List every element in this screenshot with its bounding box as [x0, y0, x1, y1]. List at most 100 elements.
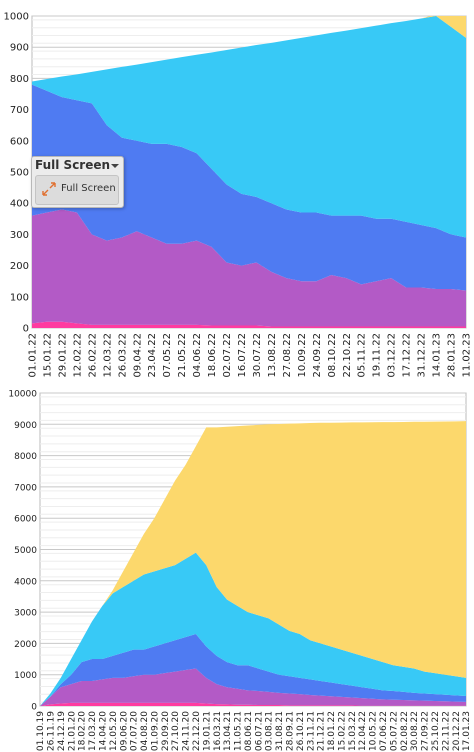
x-tick-label: 22.11.22: [441, 711, 451, 751]
x-tick-label: 14.01.23: [432, 333, 443, 378]
x-tick-label: 05.07.22: [389, 711, 399, 751]
x-tick-label: 02.08.22: [400, 711, 410, 751]
y-tick-label: 6000: [14, 515, 37, 525]
x-tick-label: 24.12.19: [57, 711, 67, 751]
x-tick-label: 27.08.22: [282, 333, 293, 378]
x-tick-label: 05.11.22: [357, 333, 368, 378]
x-tick-label: 19.01.21: [202, 711, 212, 751]
x-tick-label: 12.04.22: [358, 711, 368, 751]
y-tick-label: 7000: [14, 483, 37, 493]
x-tick-label: 07.05.22: [162, 333, 173, 378]
x-tick-label: 08.10.22: [327, 333, 338, 378]
x-tick-label: 23.11.21: [306, 711, 316, 751]
x-tick-label: 15.02.22: [337, 711, 347, 751]
y-tick-label: 300: [10, 230, 29, 241]
area: [32, 84, 466, 291]
x-tick-label: 17.12.22: [402, 333, 413, 378]
x-tick-label: 20.12.22: [452, 711, 462, 751]
fullscreen-label[interactable]: Full Screen: [61, 183, 116, 194]
y-tick-label: 0: [31, 703, 37, 713]
y-tick-label: 2000: [14, 640, 37, 650]
y-tick-label: 100: [10, 292, 29, 303]
x-tick-label: 21.05.22: [177, 333, 188, 378]
x-tick-label: 07.07.20: [130, 711, 140, 751]
x-tick-label: 26.03.22: [117, 333, 128, 378]
x-tick-label: 19.11.22: [372, 333, 383, 378]
y-tick-label: 0: [23, 324, 29, 335]
x-tick-label: 26.11.19: [47, 711, 57, 751]
y-tick-label: 800: [10, 74, 29, 85]
x-tick-label: 04.06.22: [192, 333, 203, 378]
x-tick-label: 21.01.20: [67, 711, 77, 751]
x-tick-label: 30.08.22: [410, 711, 420, 751]
x-tick-label: 18.01.22: [327, 711, 337, 751]
x-tick-label: 14.04.20: [98, 711, 108, 751]
x-tick-label: 24.09.22: [312, 333, 323, 378]
x-tick-label: 29.09.20: [161, 711, 171, 751]
x-tick-label: 03.08.21: [265, 711, 275, 751]
area: [40, 702, 466, 706]
areas: [40, 421, 466, 706]
x-tick-label: 13.04.21: [223, 711, 233, 751]
x-tick-label: 31.08.21: [275, 711, 285, 751]
x-tick-label: 26.02.22: [87, 333, 98, 378]
x-tick-label: 01.01.22: [28, 333, 39, 378]
y-tick-label: 3000: [14, 609, 37, 619]
x-tick-label: 26.10.21: [296, 711, 306, 751]
x-tick-label: 12.02.22: [72, 333, 83, 378]
areas: [32, 16, 466, 328]
area: [40, 552, 466, 706]
x-tick-label: 22.12.20: [192, 711, 202, 751]
fullscreen-button[interactable]: Full Screen: [35, 175, 119, 205]
x-tick-label: 28.09.21: [286, 711, 296, 751]
menu-arrow[interactable]: [111, 164, 119, 168]
x-tick-label: 13.08.22: [267, 333, 278, 378]
x-tick-label: 10.09.22: [297, 333, 308, 378]
y-tick-label: 400: [10, 199, 29, 210]
x-tick-label: 30.07.22: [252, 333, 263, 378]
y-tick-label: 600: [10, 136, 29, 147]
x-tick-label: 15.03.22: [348, 711, 358, 751]
y-tick-label: 9000: [14, 421, 37, 431]
x-tick-label: 07.06.22: [379, 711, 389, 751]
x-tick-label: 17.01.23: [462, 711, 472, 751]
area: [40, 634, 466, 706]
area: [32, 209, 466, 327]
x-tick-label: 09.04.22: [132, 333, 143, 378]
x-tick-label: 15.01.22: [42, 333, 53, 378]
x-tick-label: 17.03.20: [88, 711, 98, 751]
x-tick-label: 01.09.20: [150, 711, 160, 751]
x-tick-label: 18.06.22: [207, 333, 218, 378]
x-tick-label: 18.02.20: [78, 711, 88, 751]
x-tick-label: 11.05.21: [234, 711, 244, 751]
x-tick-label: 22.10.22: [342, 333, 353, 378]
area: [40, 421, 466, 706]
y-tick-label: 700: [10, 105, 29, 116]
x-tick-label: 08.06.21: [244, 711, 254, 751]
y-tick-label: 10000: [8, 390, 37, 400]
y-tick-label: 1000: [4, 12, 29, 23]
x-tick-label: 11.02.23: [462, 333, 473, 378]
x-tick-label: 06.07.21: [254, 711, 264, 751]
y-tick-label: 500: [10, 168, 29, 179]
x-tick-label: 16.03.21: [213, 711, 223, 751]
x-tick-label: 12.03.22: [102, 333, 113, 378]
y-tick-label: 5000: [14, 546, 37, 556]
x-tick-label: 16.07.22: [237, 333, 248, 378]
x-tick-label: 27.09.22: [421, 711, 431, 751]
menu-title[interactable]: Full Screen: [35, 158, 111, 172]
x-tick-label: 01.10.19: [36, 711, 46, 751]
x-tick-label: 10.05.22: [369, 711, 379, 751]
area: [40, 668, 466, 706]
y-tick-label: 200: [10, 261, 29, 272]
y-tick-label: 8000: [14, 452, 37, 462]
x-tick-label: 12.05.20: [109, 711, 119, 751]
fullscreen-icon: [42, 182, 56, 196]
x-tick-label: 03.12.22: [387, 333, 398, 378]
x-tick-label: 24.11.20: [182, 711, 192, 751]
x-tick-label: 02.07.22: [222, 333, 233, 378]
x-tick-label: 27.10.20: [171, 711, 181, 751]
fullscreen-menu[interactable]: Full Screen Full Screen: [31, 156, 124, 208]
